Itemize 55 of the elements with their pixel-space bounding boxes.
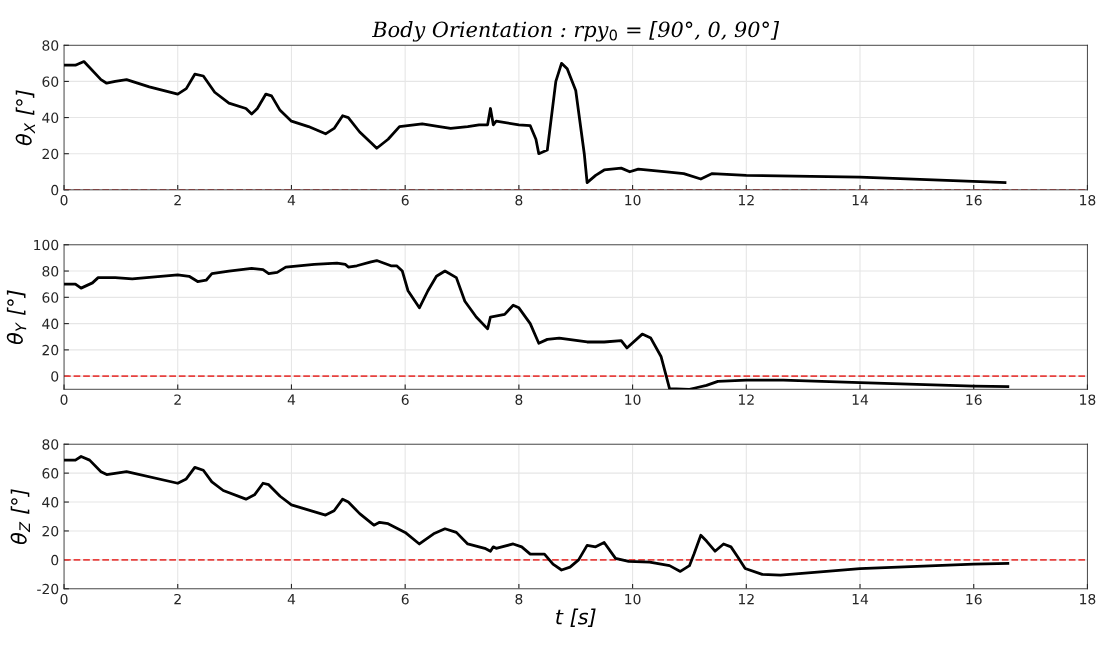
x-tick-label: 4	[287, 594, 296, 605]
line-series	[64, 455, 1010, 577]
line-series	[64, 60, 1007, 184]
x-tick-label: 2	[174, 593, 181, 605]
x-tick-label: 6	[401, 593, 409, 605]
x-tick-label: 4	[287, 195, 296, 206]
x-tick-label: 14	[852, 195, 869, 206]
y-axis-title: θ$_{Y}$ [°]	[6, 290, 27, 345]
y-tick-label: 80	[42, 266, 59, 277]
y-tick-label: 80	[42, 40, 59, 51]
x-tick-label: 18	[1080, 194, 1096, 206]
x-tick-label: 10	[625, 593, 641, 605]
y-axis-title: θ$_{Z}$ [°]	[10, 489, 30, 545]
y-tick-label: 60	[42, 292, 59, 303]
y-tick-label: 80	[42, 439, 59, 450]
x-tick-label: 0	[60, 194, 68, 206]
x-tick-label: 2	[174, 394, 181, 405]
x-tick-label: 16	[966, 394, 982, 405]
y-tick-label: 100	[34, 239, 59, 251]
y-tick-label: 0	[51, 371, 59, 382]
y-tick-label: 20	[42, 525, 59, 537]
x-tick-label: 12	[738, 194, 754, 206]
y-tick-label: 20	[42, 148, 59, 160]
x-tick-label: 16	[966, 194, 982, 206]
x-tick-label: 6	[401, 394, 409, 405]
y-tick-label: 0	[51, 554, 59, 566]
chart-title: Body Orientation : rpy$_{0}$ = [90°, 0, 90°]	[371, 21, 780, 42]
x-tick-label: 10	[625, 194, 641, 206]
y-tick-label: 60	[42, 468, 59, 479]
x-tick-label: 8	[515, 194, 523, 206]
x-tick-label: 8	[515, 593, 523, 605]
x-tick-label: 12	[738, 593, 754, 605]
y-tick-label: 60	[42, 76, 59, 87]
y-tick-label: 40	[42, 497, 59, 508]
x-tick-label: 12	[738, 394, 754, 405]
x-tick-label: 18	[1080, 593, 1096, 605]
x-tick-label: 14	[852, 594, 869, 605]
y-tick-label: 40	[42, 318, 59, 330]
x-tick-label: 4	[287, 394, 296, 405]
x-tick-label: 16	[966, 593, 982, 605]
x-tick-label: 0	[60, 593, 68, 605]
x-tick-label: 0	[60, 394, 68, 405]
x-tick-label: 6	[401, 194, 409, 206]
x-tick-label: 10	[625, 394, 641, 405]
y-tick-label: 20	[42, 344, 59, 356]
x-tick-label: 14	[852, 394, 869, 405]
line-series	[64, 259, 1010, 390]
y-tick-label: 0	[51, 184, 59, 196]
x-tick-label: 2	[174, 194, 181, 206]
x-tick-label: 18	[1080, 394, 1096, 405]
y-axis-title: θ$_{X}$ [°]	[15, 90, 35, 146]
x-tick-label: 8	[515, 394, 523, 405]
y-tick-label: -20	[37, 583, 59, 595]
y-tick-label: 40	[42, 112, 59, 124]
x-axis-title: t [s]	[556, 608, 596, 628]
